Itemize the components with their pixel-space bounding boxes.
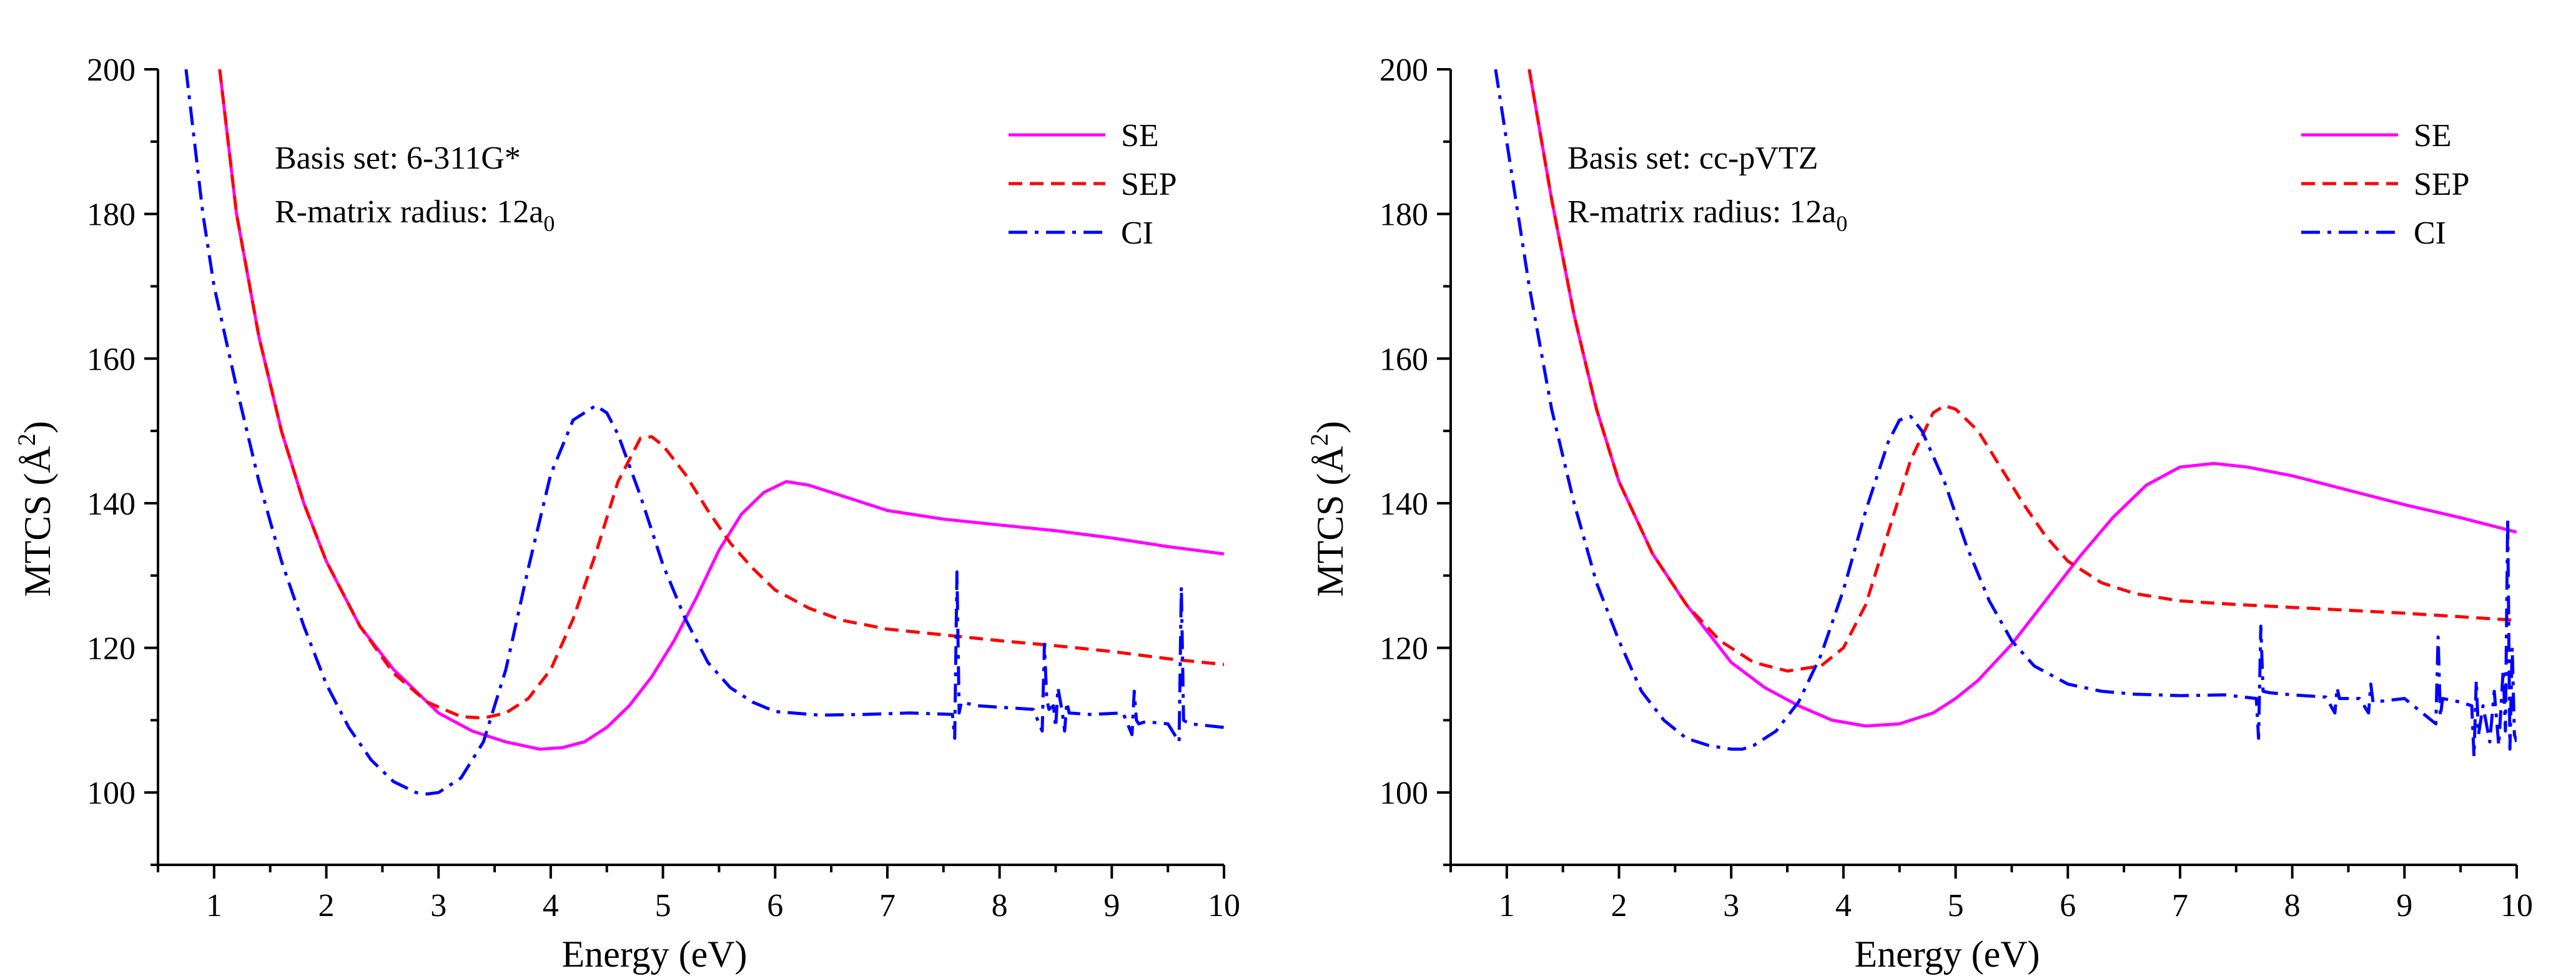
series-line-sep: [1527, 69, 2517, 673]
x-tick-label: 6: [2060, 888, 2076, 924]
x-tick-label: 2: [318, 888, 335, 924]
y-tick-label: 180: [1379, 197, 1428, 233]
y-axis-title: MTCS (Å2): [1305, 421, 1351, 597]
series-line-ci: [1494, 69, 2517, 758]
x-tick-label: 3: [430, 888, 447, 924]
legend: SE SEP CI: [1009, 118, 1177, 251]
x-tick-label: 5: [1948, 888, 1964, 924]
legend-label-ci: CI: [1121, 215, 1153, 251]
series-line-sep: [218, 69, 1224, 720]
legend: SE SEP CI: [2301, 118, 2470, 251]
plot-area: [1494, 69, 2517, 758]
x-tick-label: 7: [2172, 888, 2188, 924]
chart-panel-right: MTCS (Å2) Energy (eV) Basis set: cc-pVTZ…: [1305, 52, 2533, 975]
x-tick-label: 2: [1611, 888, 1627, 924]
legend-label-ci: CI: [2414, 215, 2446, 251]
x-axis-title: Energy (eV): [1854, 934, 2040, 975]
legend-label-sep: SEP: [2414, 167, 2470, 202]
y-tick-label: 200: [87, 52, 136, 88]
x-tick-label: 1: [206, 888, 222, 924]
x-tick-label: 8: [992, 888, 1008, 924]
x-tick-label: 7: [879, 888, 896, 924]
y-axis-title: MTCS (Å2): [12, 421, 58, 597]
legend-label-se: SE: [2414, 118, 2452, 154]
annotation-rmatrix-radius: R-matrix radius: 12a0: [275, 194, 555, 236]
series-line-ci: [184, 69, 1224, 796]
x-tick-label: 4: [543, 888, 559, 924]
y-tick-label: 100: [87, 776, 136, 811]
y-tick-label: 140: [87, 486, 136, 522]
x-tick-label: 8: [2284, 888, 2301, 924]
x-tick-label: 4: [1835, 888, 1852, 924]
y-tick-label: 160: [1379, 342, 1428, 377]
x-tick-label: 10: [2500, 888, 2533, 924]
y-tick-label: 120: [1379, 631, 1428, 667]
x-tick-label: 10: [1208, 888, 1240, 924]
annotation-basis-set: Basis set: 6-311G*: [275, 140, 521, 176]
x-axis-title: Energy (eV): [561, 934, 747, 975]
y-tick-label: 180: [87, 197, 136, 233]
annotation-rmatrix-radius: R-matrix radius: 12a0: [1567, 194, 1847, 236]
x-tick-label: 1: [1499, 888, 1515, 924]
y-tick-label: 120: [87, 631, 136, 667]
x-tick-label: 5: [655, 888, 671, 924]
y-tick-label: 140: [1379, 486, 1428, 522]
x-tick-label: 9: [1103, 888, 1120, 924]
y-tick-label: 160: [87, 342, 136, 377]
legend-label-se: SE: [1121, 118, 1159, 154]
annotation-basis-set: Basis set: cc-pVTZ: [1567, 140, 1818, 176]
x-tick-label: 6: [767, 888, 783, 924]
y-tick-label: 200: [1379, 52, 1428, 88]
plot-area: [184, 69, 1224, 796]
x-tick-label: 9: [2396, 888, 2412, 924]
x-tick-label: 3: [1723, 888, 1739, 924]
chart-panel-left: MTCS (Å2) Energy (eV) Basis set: 6-311G*…: [12, 52, 1240, 975]
y-tick-label: 100: [1379, 776, 1428, 811]
legend-label-sep: SEP: [1121, 167, 1177, 202]
